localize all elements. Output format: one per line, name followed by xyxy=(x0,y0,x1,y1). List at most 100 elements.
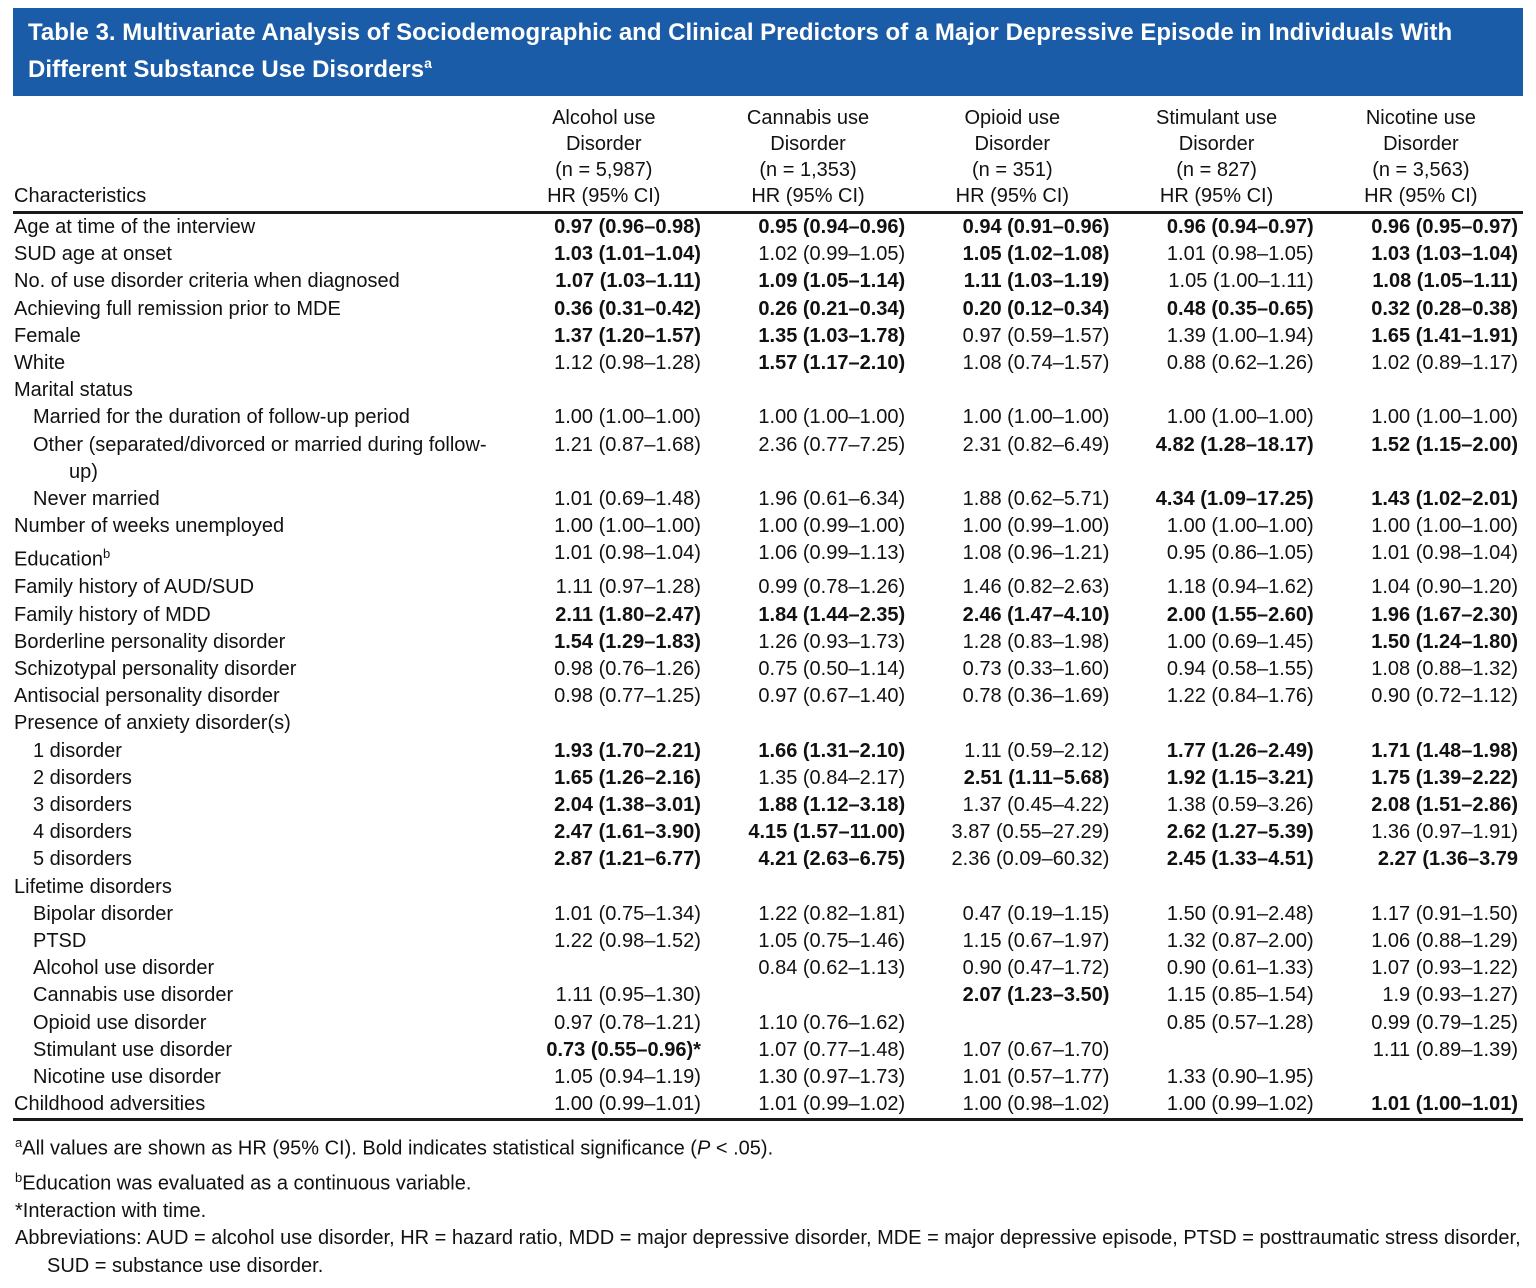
row-label: Number of weeks unemployed xyxy=(14,515,285,538)
hr-value-cell: 1.17 (0.91–1.50) xyxy=(1371,902,1518,925)
row-label: Lifetime disorders xyxy=(14,875,172,898)
table-row: Age at time of the interview 0.97 (0.96–0… xyxy=(13,213,1523,242)
table-title-text: Table 3. Multivariate Analysis of Sociod… xyxy=(28,19,1453,83)
table-row: Cannabis use disorder 1.11 (0.95–1.30) 2.0… xyxy=(13,982,1523,1009)
table-title-superscript: a xyxy=(424,55,432,71)
column-header-alcohol-use-disorder: Alcohol use Disorder (n = 5,987) HR (95% CI… xyxy=(501,99,706,214)
row-label: Achieving full remission prior to MDE xyxy=(14,297,341,320)
hr-value-cell xyxy=(1319,710,1523,737)
hr-value-cell: 2.62 (1.27–5.39) xyxy=(1166,821,1314,844)
table-row: Female 1.37 (1.20–1.57) 1.35 (1.03–1.78) 0.… xyxy=(13,323,1523,350)
row-label: Never married xyxy=(33,488,160,511)
row-label: Antisocial personality disorder xyxy=(14,685,280,708)
hr-value-cell: 1.75 (1.39–2.22) xyxy=(1371,766,1518,789)
hr-value-cell xyxy=(706,874,910,901)
column-header-line: (n = 827) xyxy=(1176,159,1257,181)
table-row: Marital status xyxy=(13,377,1523,404)
column-header-cannabis-use-disorder: Cannabis use Disorder (n = 1,353) HR (95% C… xyxy=(705,99,911,214)
hr-value-cell: 4.34 (1.09–17.25) xyxy=(1155,488,1314,511)
hr-value-cell: 0.99 (0.78–1.26) xyxy=(758,576,906,599)
hr-value-cell: 0.99 (0.79–1.25) xyxy=(1371,1011,1518,1034)
table-row: Borderline personality disorder 1.54 (1.2… xyxy=(13,629,1523,656)
table-row: Opioid use disorder 0.97 (0.78–1.21) 1.10 … xyxy=(13,1010,1523,1037)
hr-value-cell: 1.11 (0.95–1.30) xyxy=(555,984,701,1007)
row-label: Bipolar disorder xyxy=(33,902,174,925)
hr-value-cell: 1.65 (1.41–1.91) xyxy=(1371,324,1518,347)
hr-value-cell: 1.00 (0.99–1.02) xyxy=(1166,1093,1314,1116)
row-label: Educationb xyxy=(14,546,111,572)
hr-value-cell: 1.00 (1.00–1.00) xyxy=(1166,515,1314,538)
column-header-line: HR (95% CI) xyxy=(547,185,661,207)
row-label: 5 disorders xyxy=(33,848,132,871)
hr-value-cell: 1.35 (1.03–1.78) xyxy=(758,324,906,347)
hr-value-cell: 1.02 (0.99–1.05) xyxy=(758,243,906,266)
hr-value-cell: 1.43 (1.02–2.01) xyxy=(1371,488,1518,511)
hr-value-cell: 1.05 (1.02–1.08) xyxy=(962,243,1110,266)
hr-value-cell: 0.20 (0.12–0.34) xyxy=(962,297,1110,320)
hr-value-cell: 1.06 (0.99–1.13) xyxy=(758,542,906,565)
row-label: Female xyxy=(14,324,81,347)
hr-value-cell: 0.97 (0.96–0.98) xyxy=(554,216,701,238)
table-row: 2 disorders 1.65 (1.26–2.16) 1.35 (0.84–2.… xyxy=(13,765,1523,792)
row-label: Family history of AUD/SUD xyxy=(14,576,255,599)
hr-value-cell: 0.94 (0.58–1.55) xyxy=(1166,657,1314,680)
hr-value-cell: 1.00 (1.00–1.00) xyxy=(554,406,701,429)
hr-value-cell: 2.04 (1.38–3.01) xyxy=(554,793,701,816)
row-label: Presence of anxiety disorder(s) xyxy=(14,712,291,735)
hr-value-cell: 0.48 (0.35–0.65) xyxy=(1166,297,1314,320)
row-label-superscript: b xyxy=(102,546,111,562)
hr-value-cell: 1.22 (0.84–1.76) xyxy=(1166,685,1314,708)
footnote-segment: P xyxy=(696,1138,711,1161)
hr-value-cell: 3.87 (0.55–27.29) xyxy=(951,821,1110,844)
footnote-segment: *Interaction with time. xyxy=(15,1199,207,1222)
table-row: Family history of AUD/SUD 1.11 (0.97–1.28… xyxy=(13,574,1523,601)
hr-value-cell: 0.94 (0.91–0.96) xyxy=(962,216,1110,238)
footnote: bEducation was evaluated as a continuous… xyxy=(15,1164,1521,1198)
hr-value-cell: 1.01 (0.69–1.48) xyxy=(554,488,701,511)
hr-value-cell: 1.01 (0.75–1.34) xyxy=(554,902,701,925)
hr-value-cell: 1.01 (0.98–1.05) xyxy=(1166,243,1314,266)
row-label: Schizotypal personality disorder xyxy=(14,657,297,680)
hr-value-cell: 0.97 (0.78–1.21) xyxy=(554,1011,701,1034)
hr-value-cell: 1.18 (0.94–1.62) xyxy=(1166,576,1314,599)
data-table: Characteristics Alcohol use Disorder (n = 5… xyxy=(13,99,1523,1122)
row-label: Nicotine use disorder xyxy=(33,1065,221,1088)
hr-value-cell: 1.07 (1.03–1.11) xyxy=(555,270,701,293)
column-header-line: Disorder xyxy=(974,133,1051,155)
hr-value-cell: 2.45 (1.33–4.51) xyxy=(1166,848,1314,871)
hr-value-cell: 2.51 (1.11–5.68) xyxy=(963,766,1110,789)
hr-value-cell: 1.00 (0.99–1.00) xyxy=(758,515,906,538)
hr-value-cell: 1.00 (0.99–1.00) xyxy=(962,515,1110,538)
hr-value-cell: 1.54 (1.29–1.83) xyxy=(554,630,701,653)
column-header-line: Disorder xyxy=(1383,133,1459,155)
row-label: Borderline personality disorder xyxy=(14,630,286,653)
hr-value-cell: 1.93 (1.70–2.21) xyxy=(554,739,701,762)
hr-value-cell: 0.73 (0.55–0.96)* xyxy=(546,1038,701,1061)
hr-value-cell: 0.36 (0.31–0.42) xyxy=(554,297,701,320)
hr-value-cell: 1.88 (0.62–5.71) xyxy=(962,488,1110,511)
hr-value-cell: 1.00 (0.98–1.02) xyxy=(962,1093,1110,1116)
hr-value-cell: 2.36 (0.09–60.32) xyxy=(951,848,1110,871)
hr-value-cell: 1.92 (1.15–3.21) xyxy=(1166,766,1314,789)
table-title: Table 3. Multivariate Analysis of Sociod… xyxy=(28,17,1508,85)
table-head: Characteristics Alcohol use Disorder (n = 5… xyxy=(13,99,1523,214)
hr-value-cell: 1.02 (0.89–1.17) xyxy=(1371,352,1518,375)
hr-value-cell xyxy=(910,377,1114,404)
hr-value-cell: 2.00 (1.55–2.60) xyxy=(1166,603,1314,626)
row-label: PTSD xyxy=(33,929,87,952)
hr-value-cell: 1.22 (0.98–1.52) xyxy=(554,929,701,952)
hr-value-cell: 1.00 (1.00–1.00) xyxy=(962,406,1110,429)
column-header-line: Cannabis use xyxy=(746,107,870,129)
hr-value-cell: 1.65 (1.26–2.16) xyxy=(554,766,701,789)
hr-value-cell: 1.05 (0.94–1.19) xyxy=(554,1065,701,1088)
table-row: SUD age at onset 1.03 (1.01–1.04) 1.02 (0.… xyxy=(13,241,1523,268)
table-row: Childhood adversities 1.00 (0.99–1.01) 1.0… xyxy=(13,1091,1523,1120)
hr-value-cell: 0.98 (0.76–1.26) xyxy=(554,657,701,680)
hr-value-cell: 1.08 (0.88–1.32) xyxy=(1371,657,1518,680)
hr-value-cell: 1.38 (0.59–3.26) xyxy=(1166,793,1314,816)
footnote: aAll values are shown as HR (95% CI). Bo… xyxy=(15,1129,1521,1163)
footnote-segment: < .05). xyxy=(710,1138,774,1161)
hr-value-cell xyxy=(1114,377,1318,404)
row-label: Age at time of the interview xyxy=(14,216,256,238)
hr-value-cell: 1.07 (0.77–1.48) xyxy=(758,1038,906,1061)
